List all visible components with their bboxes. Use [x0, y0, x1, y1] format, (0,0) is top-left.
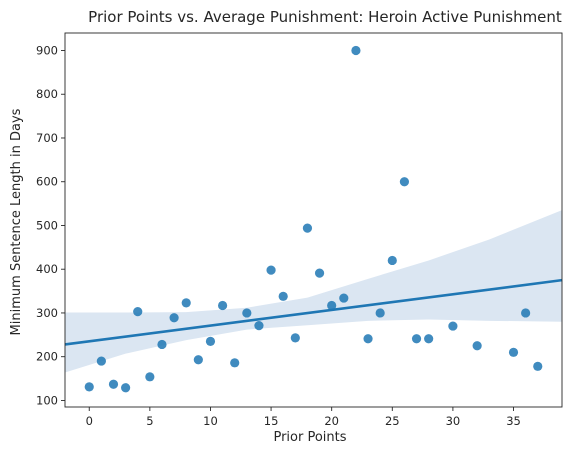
y-axis-label: Minimum Sentence Length in Days: [9, 108, 24, 335]
data-point: [302, 223, 313, 233]
x-axis-label: Prior Points: [273, 430, 346, 445]
x-tick-label: 0: [86, 414, 93, 428]
data-point: [375, 308, 385, 318]
confidence-band: [65, 210, 562, 373]
data-point: [290, 333, 300, 343]
data-point: [314, 268, 325, 278]
data-point: [424, 334, 434, 344]
plot-frame: [64, 32, 563, 408]
data-point: [133, 307, 143, 317]
data-point: [521, 308, 531, 318]
y-tick-label: 400: [36, 262, 58, 276]
y-tick-label: 800: [36, 87, 58, 101]
y-tick-label: 600: [36, 175, 58, 189]
y-tick-label: 900: [36, 43, 58, 57]
data-point: [217, 300, 228, 311]
data-point: [278, 291, 288, 301]
data-point: [472, 341, 482, 351]
y-tick-label: 200: [36, 350, 58, 364]
x-tick-label: 5: [146, 414, 153, 428]
data-point: [193, 355, 203, 365]
regression-line: [64, 278, 563, 346]
data-point: [230, 358, 240, 368]
y-axis-ticks: 100 200 300 400 500 600 700 800 900: [36, 43, 65, 407]
x-tick-label: 30: [446, 414, 461, 428]
plot-area: [64, 45, 563, 393]
y-tick-label: 100: [36, 393, 58, 407]
data-point: [351, 45, 361, 56]
x-tick-label: 35: [506, 414, 521, 428]
data-point: [363, 334, 373, 344]
chart-title: Prior Points vs. Average Punishment: Her…: [88, 8, 562, 26]
data-point: [96, 356, 106, 366]
data-point: [157, 339, 167, 350]
data-point: [399, 177, 410, 187]
x-tick-label: 15: [264, 414, 279, 428]
data-point: [387, 255, 397, 266]
data-point: [242, 308, 252, 318]
data-point: [205, 336, 216, 346]
data-point: [84, 382, 94, 392]
data-point: [254, 321, 264, 331]
data-point: [508, 347, 519, 357]
data-point: [108, 379, 119, 389]
data-point: [411, 334, 422, 344]
x-axis-ticks: 0 5 10 15 20 25 30 35: [86, 407, 521, 428]
data-point: [145, 372, 155, 382]
data-point: [169, 313, 179, 323]
y-tick-label: 300: [36, 306, 58, 320]
data-point: [339, 293, 349, 303]
data-point: [121, 383, 131, 393]
x-tick-label: 25: [385, 414, 400, 428]
data-point: [266, 265, 276, 275]
points-layer: [84, 45, 543, 393]
y-tick-label: 500: [36, 218, 58, 232]
data-point: [181, 298, 191, 308]
x-tick-label: 10: [203, 414, 218, 428]
data-point: [327, 300, 337, 311]
y-tick-label: 700: [36, 131, 58, 145]
x-tick-label: 20: [324, 414, 339, 428]
data-point: [448, 321, 458, 331]
data-point: [533, 361, 543, 371]
